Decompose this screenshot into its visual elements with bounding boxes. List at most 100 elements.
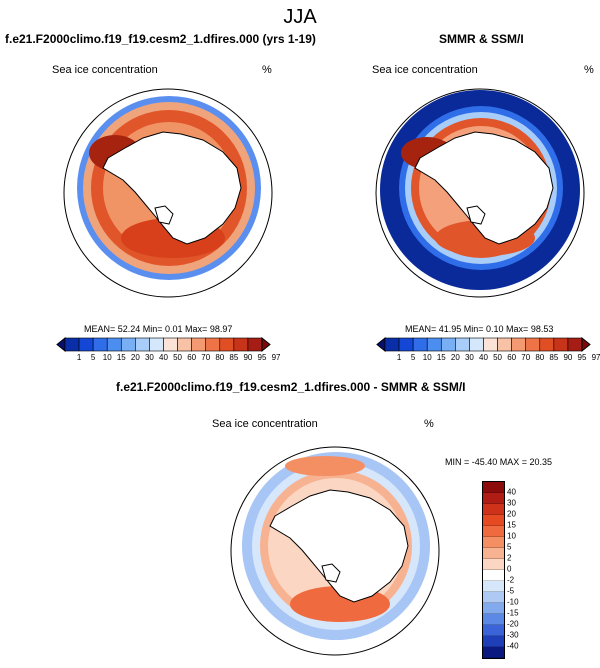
diff-colorbar-tick-label: -5 <box>507 586 515 596</box>
colorbar-tick-label: 40 <box>159 353 168 362</box>
model-units-label: % <box>262 64 272 76</box>
colorbar-tick-label: 5 <box>410 353 416 362</box>
colorbar-tick-label: 97 <box>591 353 600 362</box>
colorbar-tick-label: 95 <box>257 353 267 362</box>
obs-colorbar <box>376 336 591 353</box>
colorbar-tick-label: 10 <box>422 353 432 362</box>
colorbar-tick-label: 1 <box>76 353 82 362</box>
diff-colorbar-tick-label: 5 <box>507 542 512 552</box>
colorbar-tick-label: 85 <box>549 353 559 362</box>
colorbar-box <box>469 337 484 352</box>
page-title: JJA <box>283 6 317 28</box>
colorbar-box <box>567 337 583 352</box>
colorbar-box <box>455 337 470 352</box>
obs-units-label: % <box>584 64 594 76</box>
diff-colorbar-tick-label: 10 <box>507 531 516 541</box>
colorbar-tick-label: 95 <box>577 353 587 362</box>
diff-colorbar-box <box>483 559 504 570</box>
model-panel-title: f.e21.F2000climo.f19_f19.cesm2_1.dfires.… <box>5 32 316 46</box>
diff-colorbar-box <box>483 515 504 526</box>
colorbar-tick-label: 30 <box>464 353 474 362</box>
diff-colorbar-box <box>483 581 504 592</box>
colorbar-high-triangle <box>261 336 271 353</box>
diff-colorbar-box <box>483 482 504 493</box>
colorbar-box <box>64 337 80 352</box>
colorbar-box <box>539 337 555 352</box>
diff-colorbar-tick-label: -40 <box>507 641 519 651</box>
diff-colorbar-box <box>483 636 504 647</box>
colorbar-box <box>219 337 235 352</box>
colorbar-box <box>483 337 498 352</box>
colorbar-tick-label: 50 <box>493 353 503 362</box>
colorbar-box <box>106 337 122 352</box>
diff-panel-title: f.e21.F2000climo.f19_f19.cesm2_1.dfires.… <box>116 380 466 394</box>
diff-sea-ice-map <box>230 446 440 656</box>
colorbar-box <box>191 337 207 352</box>
diff-colorbar-box <box>483 647 504 658</box>
colorbar-tick-label: 50 <box>173 353 183 362</box>
colorbar-box <box>511 337 527 352</box>
diff-colorbar-box <box>483 493 504 504</box>
diff-colorbar-box <box>483 570 504 581</box>
diff-colorbar-box <box>483 537 504 548</box>
diff-colorbar-box <box>483 592 504 603</box>
colorbar-tick-label: 90 <box>243 353 253 362</box>
diff-stats: MIN = -45.40 MAX = 20.35 <box>445 457 553 467</box>
diff-colorbar-tick-label: 30 <box>507 498 516 508</box>
colorbar-box <box>233 337 249 352</box>
model-sea-ice-map <box>63 88 273 298</box>
diff-colorbar <box>482 481 505 659</box>
colorbar-high-triangle <box>581 336 591 353</box>
colorbar-tick-label: 90 <box>563 353 573 362</box>
diff-colorbar-tick-label: 15 <box>507 520 516 530</box>
obs-sea-ice-map <box>375 88 585 298</box>
colorbar-box <box>412 337 428 352</box>
colorbar-tick-label: 30 <box>144 353 154 362</box>
diff-colorbar-box <box>483 603 504 614</box>
colorbar-box <box>525 337 541 352</box>
colorbar-tick-label: 70 <box>521 353 531 362</box>
diff-colorbar-tick-label: 20 <box>507 509 516 519</box>
colorbar-tick-label: 15 <box>436 353 446 362</box>
colorbar-tick-label: 80 <box>535 353 545 362</box>
model-stats: MEAN= 52.24 Min= 0.01 Max= 98.97 <box>84 324 233 334</box>
colorbar-box <box>149 337 164 352</box>
diff-colorbar-tick-label: -30 <box>507 630 519 640</box>
colorbar-tick-label: 70 <box>201 353 211 362</box>
colorbar-tick-label: 15 <box>116 353 126 362</box>
colorbar-box <box>205 337 221 352</box>
obs-stats: MEAN= 41.95 Min= 0.10 Max= 98.53 <box>405 324 554 334</box>
colorbar-low-triangle <box>376 336 386 353</box>
model-colorbar <box>56 336 271 353</box>
colorbar-box <box>78 337 94 352</box>
diff-variable-label: Sea ice concentration <box>212 418 318 430</box>
colorbar-tick-label: 1 <box>396 353 402 362</box>
model-colorbar-ticks: 1 5 10 15 20 30 40 50 60 70 80 85 90 95 97 <box>57 353 281 363</box>
colorbar-box <box>120 337 136 352</box>
colorbar-box <box>497 337 512 352</box>
diff-units-label: % <box>424 418 434 430</box>
colorbar-box <box>553 337 569 352</box>
colorbar-tick-label: 60 <box>187 353 197 362</box>
colorbar-tick-label: 85 <box>229 353 239 362</box>
colorbar-box <box>440 337 456 352</box>
colorbar-tick-label: 20 <box>450 353 460 362</box>
diff-colorbar-tick-label: 0 <box>507 564 512 574</box>
colorbar-box <box>398 337 414 352</box>
diff-colorbar-box <box>483 548 504 559</box>
antarctica-land <box>102 131 242 245</box>
obs-panel-title: SMMR & SSM/I <box>439 32 524 46</box>
diff-colorbar-box <box>483 526 504 537</box>
colorbar-low-triangle <box>56 336 66 353</box>
obs-colorbar-ticks: 1 5 10 15 20 30 40 50 60 70 80 85 90 95 97 <box>377 353 600 363</box>
colorbar-box <box>92 337 108 352</box>
colorbar-tick-label: 97 <box>271 353 281 362</box>
colorbar-tick-label: 10 <box>102 353 112 362</box>
colorbar-box <box>384 337 400 352</box>
diff-colorbar-box <box>483 614 504 625</box>
diff-colorbar-tick-label: -15 <box>507 608 519 618</box>
diff-colorbar-box <box>483 625 504 636</box>
colorbar-tick-label: 40 <box>479 353 488 362</box>
colorbar-tick-label: 5 <box>90 353 96 362</box>
colorbar-box <box>426 337 442 352</box>
